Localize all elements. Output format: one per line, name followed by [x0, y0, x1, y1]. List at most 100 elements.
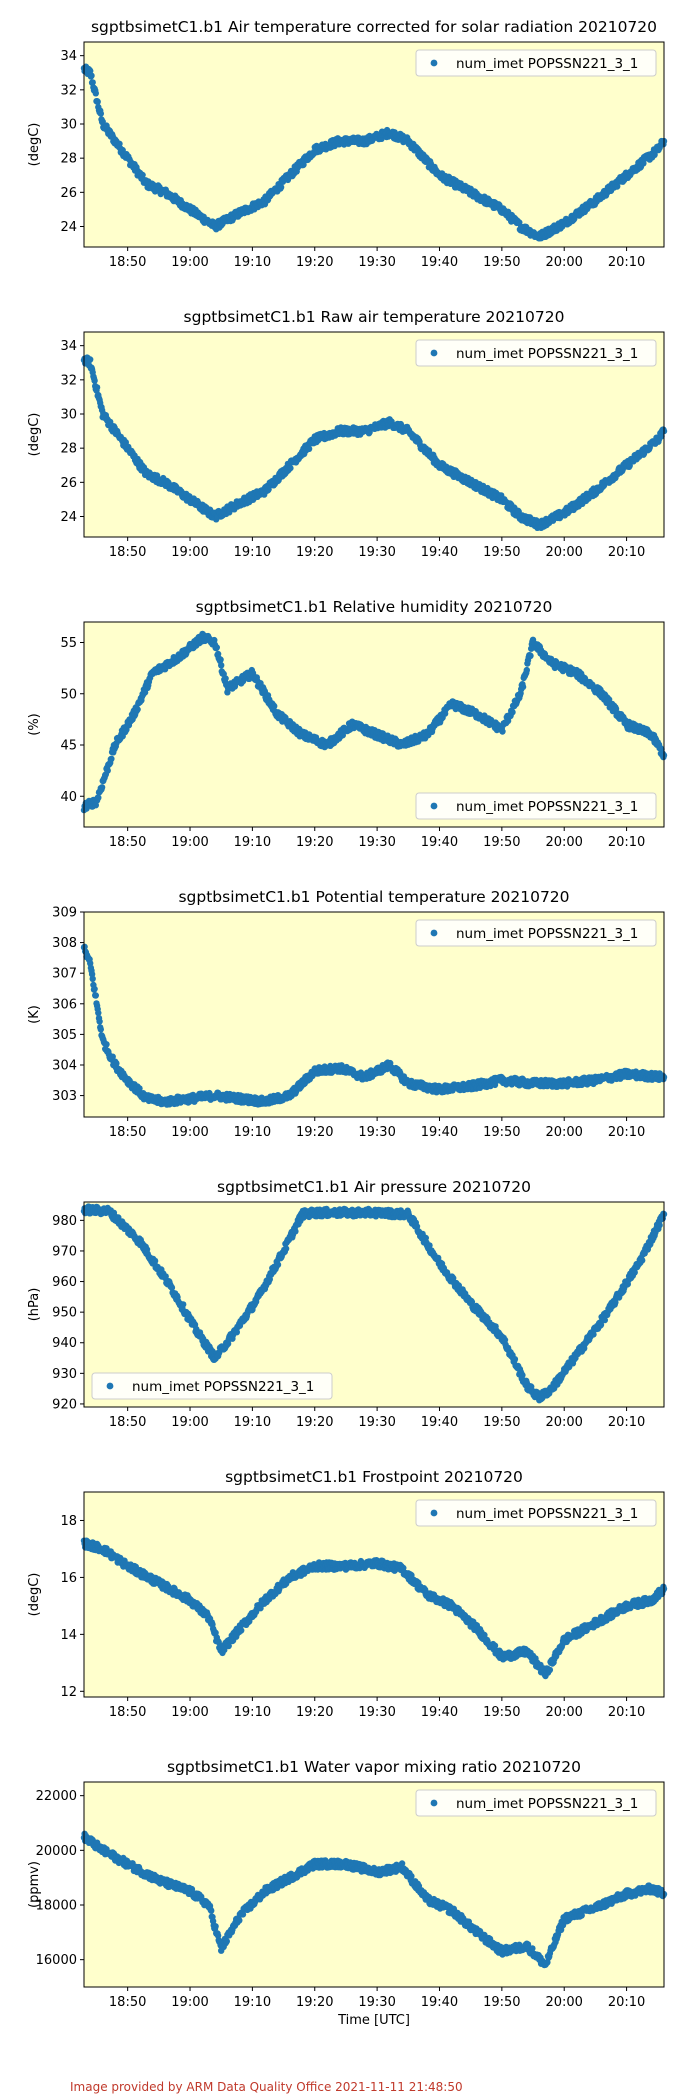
data-point: [218, 662, 225, 669]
chart-title: sgptbsimetC1.b1 Air pressure 20210720: [217, 1178, 531, 1196]
x-tick-label: 19:10: [234, 835, 271, 850]
y-axis-label: (K): [27, 1005, 42, 1024]
y-tick-label: 920: [52, 1397, 77, 1412]
data-point: [499, 728, 506, 735]
y-tick-label: 28: [60, 442, 77, 457]
chart-4: sgptbsimetC1.b1 Potential temperature 20…: [27, 888, 668, 1140]
y-tick-label: 26: [60, 476, 77, 491]
chart-title: sgptbsimetC1.b1 Raw air temperature 2021…: [184, 308, 565, 326]
x-tick-label: 19:00: [171, 255, 208, 270]
data-point: [96, 1018, 103, 1025]
data-point: [93, 384, 101, 391]
x-tick-label: 19:00: [171, 545, 208, 560]
x-tick-label: 19:40: [421, 545, 458, 560]
x-tick-label: 18:50: [109, 545, 146, 560]
data-point: [282, 1245, 290, 1252]
y-tick-label: 306: [52, 997, 77, 1012]
data-point: [523, 666, 530, 674]
data-point: [87, 356, 94, 363]
y-tick-label: 970: [52, 1244, 77, 1259]
legend-label: num_imet POPSSN221_3_1: [456, 926, 638, 942]
data-point: [519, 1371, 526, 1379]
x-tick-label: 19:10: [234, 1125, 271, 1140]
y-axis-label: (%): [27, 713, 42, 736]
y-tick-label: 32: [60, 373, 77, 388]
data-point: [292, 1228, 299, 1235]
x-tick-label: 19:20: [296, 1415, 333, 1430]
data-point: [274, 1261, 282, 1268]
y-tick-label: 34: [60, 339, 77, 354]
legend-label: num_imet POPSSN221_3_1: [456, 799, 638, 815]
x-tick-label: 20:10: [608, 255, 645, 270]
x-tick-label: 19:00: [171, 835, 208, 850]
data-point: [103, 1041, 110, 1048]
legend: num_imet POPSSN221_3_1: [91, 1372, 333, 1400]
data-point: [213, 644, 220, 651]
data-point: [151, 1257, 159, 1265]
data-point: [108, 755, 115, 762]
x-tick-label: 19:30: [358, 835, 395, 850]
x-tick-label: 20:00: [545, 255, 582, 270]
y-tick-label: 26: [60, 186, 77, 201]
y-tick-label: 32: [60, 83, 77, 98]
data-point: [656, 1222, 663, 1229]
plot-frame: [83, 41, 665, 248]
x-tick-label: 19:30: [358, 545, 395, 560]
legend-label: num_imet POPSSN221_3_1: [456, 56, 638, 72]
x-tick-label: 19:20: [296, 1125, 333, 1140]
y-tick-label: 24: [60, 510, 77, 525]
data-point: [639, 1257, 646, 1264]
data-point: [527, 652, 534, 659]
data-point: [94, 98, 101, 106]
y-tick-label: 50: [60, 687, 77, 702]
y-axis-label: (degC): [27, 123, 42, 167]
x-tick-label: 18:50: [109, 835, 146, 850]
y-tick-label: 28: [60, 152, 77, 167]
data-point: [305, 445, 313, 452]
legend: num_imet POPSSN221_3_1: [415, 919, 657, 947]
y-tick-label: 940: [52, 1336, 77, 1351]
legend-marker: [430, 802, 438, 810]
data-point: [104, 767, 111, 774]
legend-marker: [430, 929, 438, 937]
legend-box: [415, 49, 657, 77]
y-tick-label: 960: [52, 1275, 77, 1290]
data-point: [511, 1356, 519, 1363]
data-point: [92, 90, 100, 97]
y-tick-label: 45: [60, 739, 77, 754]
data-point: [180, 1301, 187, 1308]
x-tick-label: 20:10: [608, 835, 645, 850]
data-point: [97, 1026, 105, 1033]
data-point: [277, 184, 285, 191]
data-point: [91, 377, 98, 384]
legend: num_imet POPSSN221_3_1: [415, 792, 657, 820]
x-tick-label: 19:50: [483, 835, 520, 850]
x-tick-label: 18:50: [109, 1125, 146, 1140]
legend-marker: [430, 349, 438, 357]
x-tick-label: 19:50: [483, 1125, 520, 1140]
data-point: [89, 79, 96, 86]
x-tick-label: 19:20: [296, 835, 333, 850]
chart-title: sgptbsimetC1.b1 Frostpoint 20210720: [225, 1468, 523, 1486]
data-point: [614, 183, 621, 190]
series-points: [80, 354, 668, 531]
y-tick-label: 980: [52, 1214, 77, 1229]
y-axis-label: (degC): [27, 413, 42, 457]
x-tick-label: 19:30: [358, 1415, 395, 1430]
y-tick-label: 950: [52, 1306, 77, 1321]
x-tick-label: 19:30: [358, 255, 395, 270]
x-tick-label: 19:50: [483, 255, 520, 270]
x-tick-label: 19:10: [234, 545, 271, 560]
y-tick-label: 34: [60, 49, 77, 64]
x-tick-label: 19:40: [421, 1415, 458, 1430]
data-point: [97, 110, 105, 117]
x-tick-label: 19:10: [234, 1415, 271, 1430]
chart-3: sgptbsimetC1.b1 Relative humidity 202107…: [27, 598, 668, 850]
legend-marker: [106, 1382, 114, 1390]
data-point: [98, 784, 106, 791]
data-point: [91, 985, 98, 993]
y-tick-label: 309: [52, 906, 77, 921]
chart-title: sgptbsimetC1.b1 Potential temperature 20…: [178, 888, 569, 906]
x-tick-label: 20:10: [608, 545, 645, 560]
